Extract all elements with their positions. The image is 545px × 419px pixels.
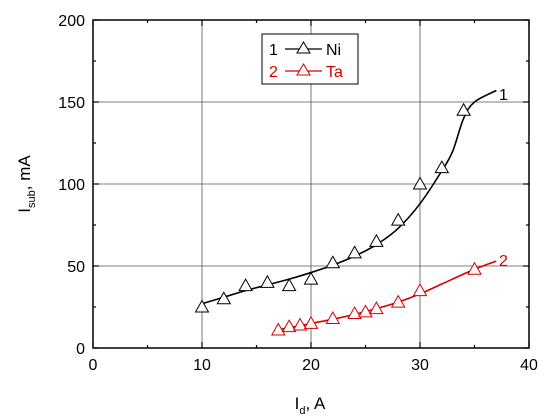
y-tick-label: 150 [58,95,85,112]
series-1-end-label: 1 [499,87,508,104]
series-1-point [281,278,297,292]
legend-entry-ta: 2 Ta [269,63,343,81]
series-2-point [292,317,308,331]
series-2-point [358,304,373,318]
series-1-point [390,212,406,226]
legend-entry-ta-number: 2 [269,64,278,81]
axis-ticks: 0 10 20 30 40 0 50 100 150 200 [58,13,538,374]
x-axis-title-unit: , A [306,394,327,413]
series-2-point [325,310,341,324]
series-2-point [390,294,406,308]
x-tick-label: 0 [89,357,98,374]
x-tick-label: 40 [520,357,538,374]
x-tick-label: 30 [411,357,429,374]
legend-entry-ta-name: Ta [326,64,343,81]
series-2-point [281,319,297,333]
x-axis-title-main: I [295,394,300,413]
y-tick-label: 200 [58,13,85,30]
y-axis-title-unit: , mA [15,155,34,191]
series-1-point [260,274,275,288]
series-1-point [434,160,450,174]
legend: 1 Ni 2 Ta [261,33,359,85]
series-2-point [467,261,482,275]
x-tick-label: 20 [302,357,320,374]
series-1-point [194,299,210,313]
legend-entry-ni-marker [296,41,311,54]
series-2-point [303,315,319,329]
x-tick-label: 10 [193,357,211,374]
y-tick-label: 100 [58,177,85,194]
x-axis-title: Id, A [295,394,326,417]
y-axis-title: Isub, mA [15,155,38,213]
x-axis-title-sub: d [299,405,305,417]
series-2-end-label: 2 [499,253,508,270]
series-2-point [347,306,362,320]
series-1-point [238,278,253,292]
legend-box [261,33,359,85]
series-2-point [412,283,428,297]
series-1-point [303,271,319,285]
legend-entry-ni: 1 Ni [269,41,341,59]
series-1-fit-line [201,89,497,305]
y-tick-label: 50 [67,259,85,276]
y-tick-label: 0 [76,341,85,358]
legend-entry-ni-number: 1 [269,42,278,59]
legend-entry-ni-name: Ni [326,42,341,59]
series-1-point [369,233,384,247]
series-1-point [412,176,428,190]
series-1-point [216,291,232,305]
y-axis-title-main: I [15,208,34,213]
series-2-point [369,301,384,315]
y-axis-title-sub: sub [26,190,38,208]
series-2-point [270,322,286,336]
series-layer [194,89,497,336]
series-1-point [456,102,471,116]
series-1-point [347,245,362,259]
series-1-point [325,255,341,269]
legend-entry-ta-marker [296,63,311,76]
